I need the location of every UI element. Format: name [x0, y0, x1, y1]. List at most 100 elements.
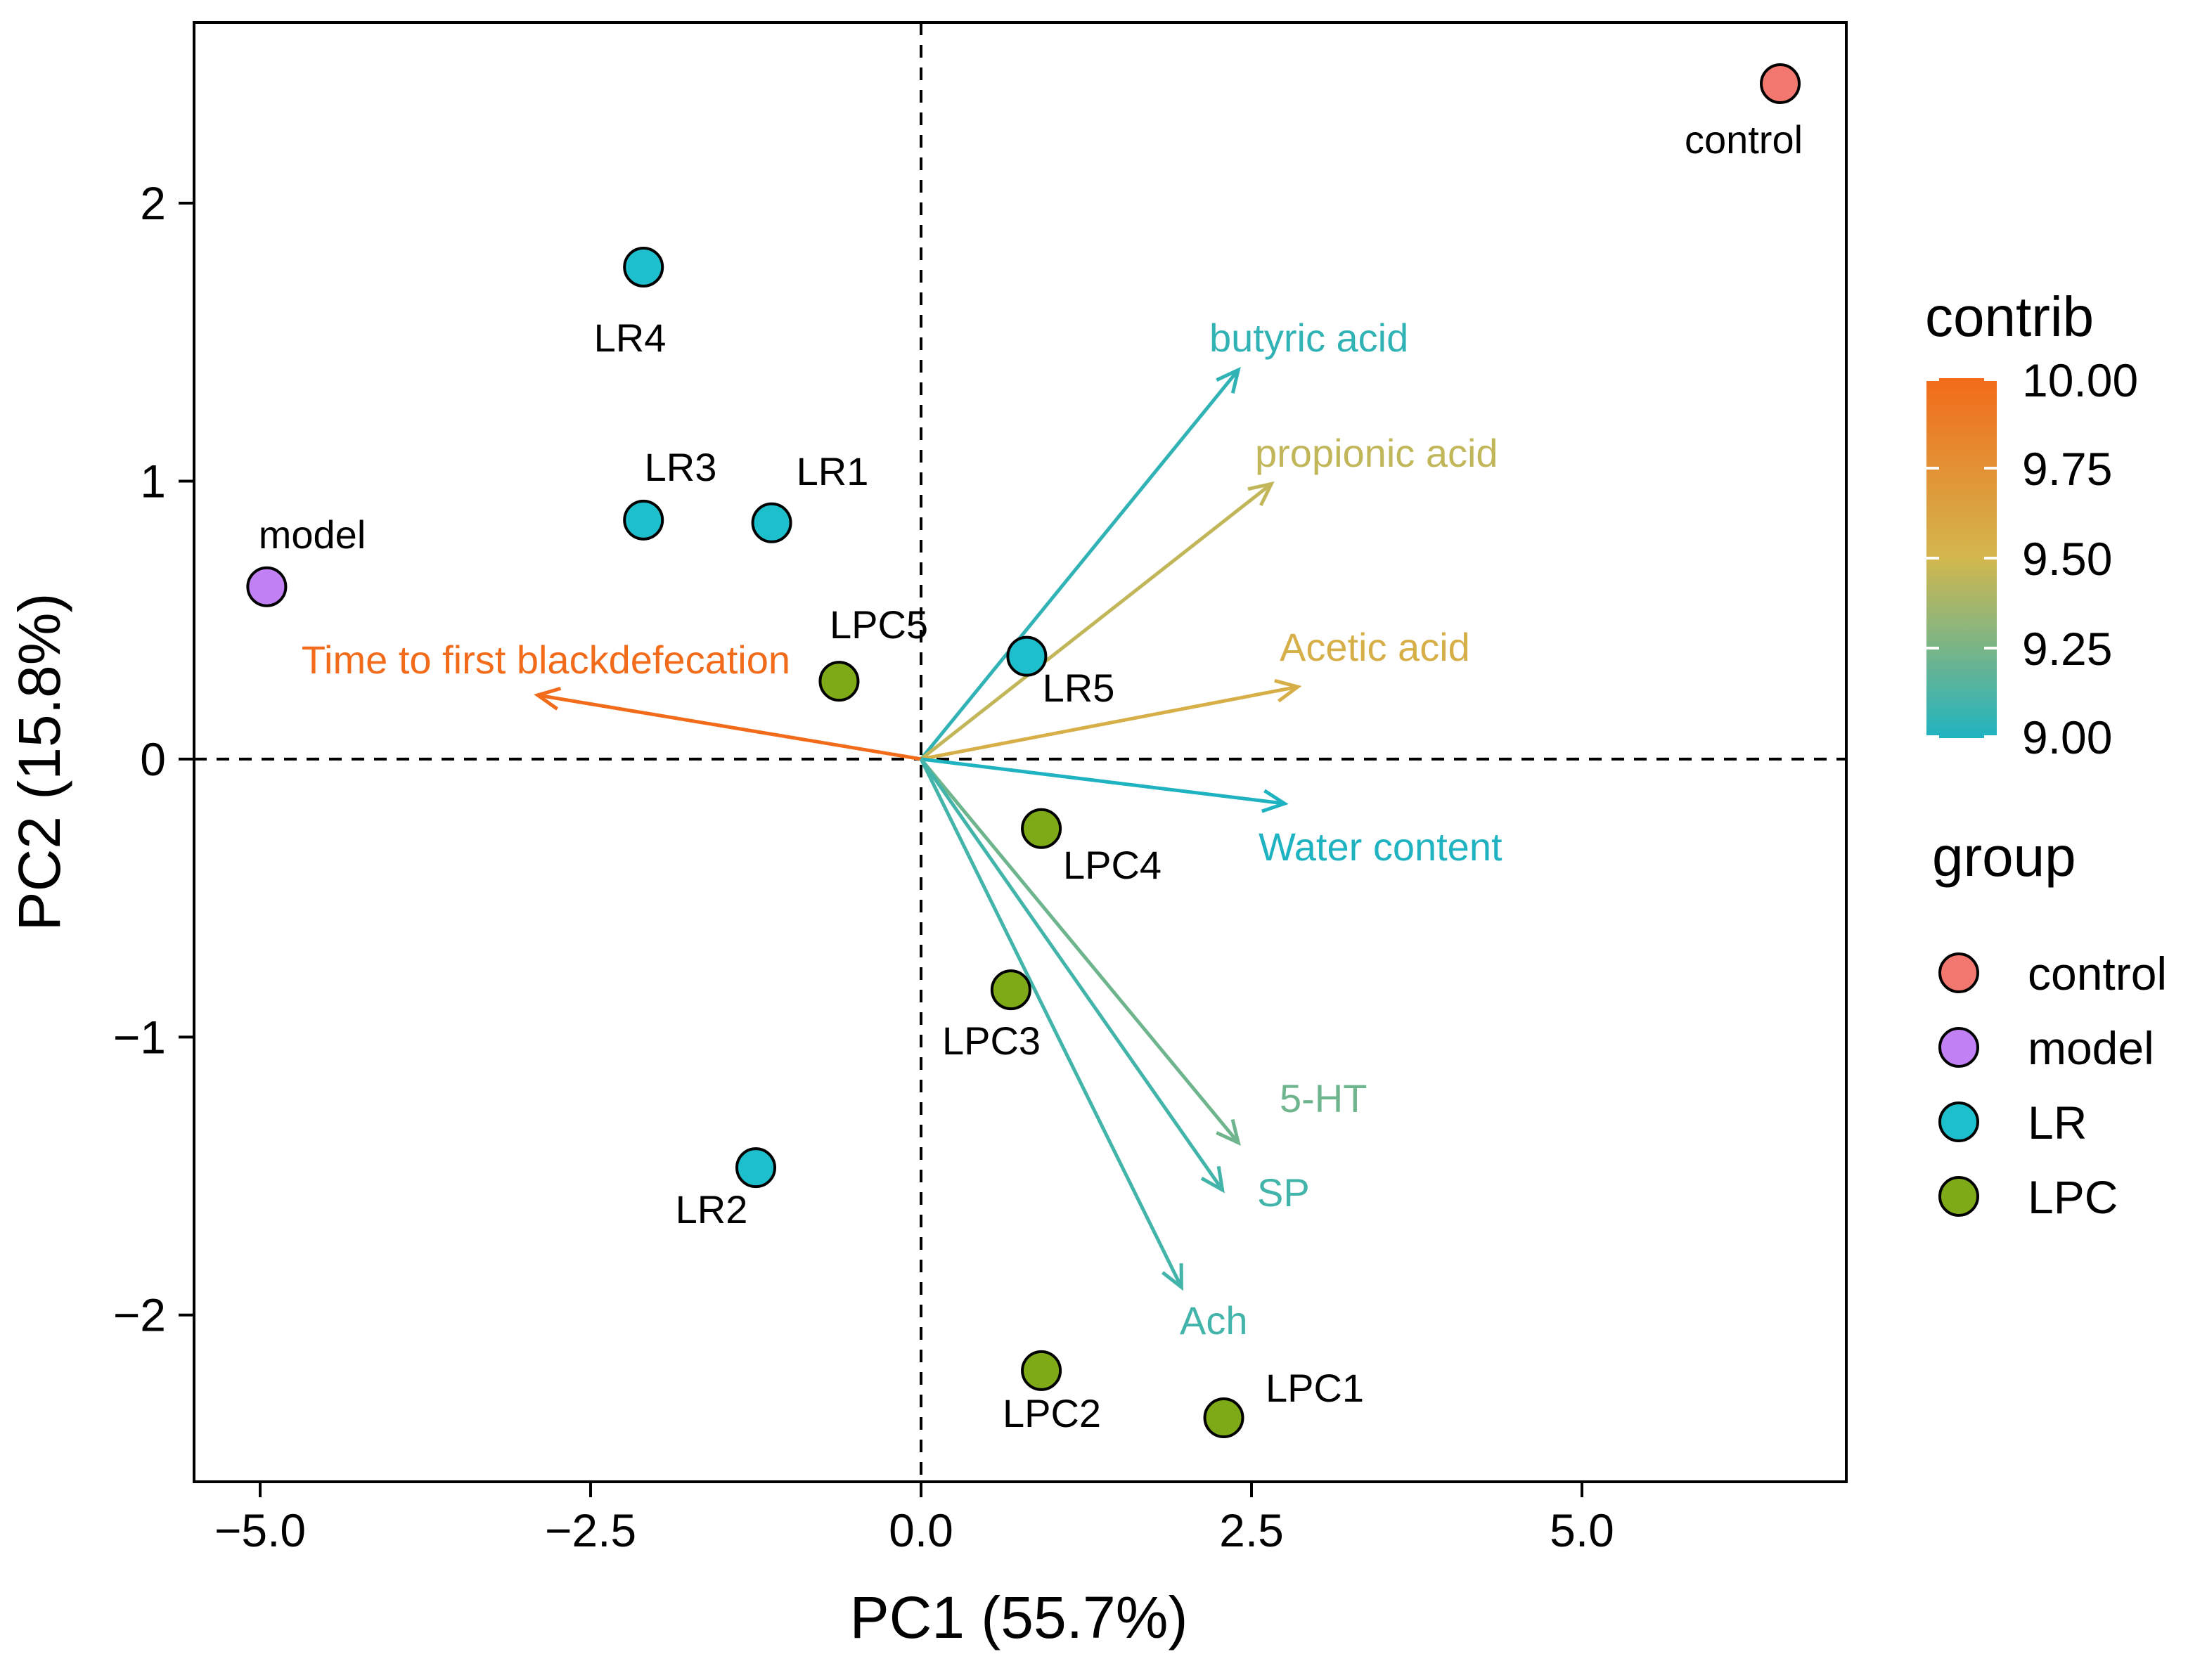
point-label: LPC1: [1266, 1366, 1364, 1410]
x-tick-label: 0.0: [889, 1504, 953, 1556]
plot-area: −5.0 −2.5 0.0 2.5 5.0 −2 −1 0 1 2 butyric acid prop…: [113, 21, 1848, 1556]
x-tick-label: −5.0: [214, 1504, 306, 1556]
x-tick-label: 5.0: [1550, 1504, 1614, 1556]
group-legend-label: LR: [2028, 1097, 2087, 1149]
arrow-shaft: [920, 758, 1240, 1144]
plot-border: [193, 21, 1848, 1483]
arrow-head: [1216, 366, 1241, 394]
y-tick-label: −1: [113, 1011, 166, 1063]
contrib-tick-label: 9.25: [2022, 623, 2112, 675]
variable-arrow: 5-HT: [920, 758, 1367, 1146]
group-legend-marker: [1938, 1101, 1979, 1142]
y-axis-title: PC2 (15.8%): [6, 593, 72, 931]
point-marker: [1006, 635, 1048, 677]
variable-arrow: Acetic acid: [920, 625, 1470, 761]
contrib-legend: contrib 10.00 9.75 9.50 9.25 9.00: [1925, 285, 2138, 763]
group-legend-marker: [1938, 1027, 1979, 1068]
group-legend-title: group: [1932, 825, 2076, 888]
arrow-shaft: [920, 757, 1285, 806]
point-marker: [623, 246, 664, 287]
x-axis-title: PC1 (55.7%): [850, 1584, 1188, 1650]
data-point: LPC5: [818, 602, 928, 702]
variable-arrow: butyric acid: [920, 316, 1408, 761]
arrow-shaft: [920, 685, 1299, 761]
data-point: model: [246, 512, 366, 607]
data-point: control: [1685, 63, 1803, 162]
y-tick-label: 0: [140, 733, 166, 785]
data-point: LR1: [751, 449, 868, 543]
variable-label: Acetic acid: [1280, 625, 1470, 669]
group-legend-items: control model LR LPC: [1938, 948, 2167, 1223]
variable-label: butyric acid: [1209, 316, 1408, 360]
contrib-tick-label: 9.00: [2022, 711, 2112, 763]
data-point: LR4: [594, 246, 666, 360]
y-tick-label: −2: [113, 1289, 166, 1341]
arrow-shaft: [920, 368, 1240, 761]
arrow-head: [1274, 678, 1302, 703]
point-label: LR5: [1043, 666, 1115, 710]
point-label: LR2: [676, 1187, 748, 1232]
group-legend-marker: [1938, 952, 1979, 993]
point-marker: [818, 661, 860, 702]
group-legend-marker: [1938, 1176, 1979, 1217]
variable-label: propionic acid: [1255, 431, 1498, 475]
point-marker: [990, 969, 1031, 1011]
variable-arrow: SP: [919, 758, 1310, 1215]
x-tick-label: 2.5: [1219, 1504, 1284, 1556]
arrow-shaft: [919, 758, 1224, 1191]
group-legend: group control model LR LPC: [1932, 825, 2167, 1223]
arrow-head: [1247, 481, 1275, 507]
x-tick-label: −2.5: [545, 1504, 636, 1556]
point-marker: [1021, 808, 1062, 849]
arrow-shaft: [919, 758, 1183, 1288]
y-tick-label: 2: [140, 177, 166, 229]
variable-arrow: Ach: [919, 758, 1248, 1343]
arrow-head: [1261, 789, 1289, 813]
arrow-head: [1200, 1165, 1225, 1194]
variable-label: SP: [1257, 1170, 1310, 1215]
point-label: model: [259, 512, 366, 557]
variable-arrow: Time to first blackdefecation: [302, 638, 922, 761]
group-legend-label: control: [2028, 948, 2167, 1000]
point-marker: [1021, 1350, 1062, 1391]
group-legend-item: model: [1938, 1022, 2154, 1074]
contrib-tick-label: 9.75: [2022, 443, 2112, 495]
group-legend-item: LPC: [1938, 1171, 2118, 1223]
contrib-ticks: 10.00 9.75 9.50 9.25 9.00: [1926, 354, 2138, 763]
point-marker: [735, 1147, 776, 1189]
point-marker: [751, 502, 792, 543]
variable-label: Water content: [1259, 825, 1503, 869]
point-label: control: [1685, 117, 1803, 162]
variable-label: 5-HT: [1280, 1076, 1367, 1120]
data-point: LR3: [623, 445, 717, 541]
group-legend-item: LR: [1938, 1097, 2087, 1149]
group-legend-item: control: [1938, 948, 2167, 1000]
arrow-head: [534, 686, 562, 711]
contrib-tick-label: 9.50: [2022, 533, 2112, 585]
variable-arrow: Water content: [920, 757, 1503, 869]
contrib-legend-title: contrib: [1925, 285, 2094, 348]
data-point: LPC3: [942, 969, 1041, 1063]
arrow-shaft: [920, 482, 1273, 761]
arrow-head: [1216, 1118, 1241, 1146]
data-point: LR5: [1006, 635, 1115, 710]
group-legend-label: LPC: [2028, 1171, 2118, 1223]
group-legend-label: model: [2028, 1022, 2154, 1074]
point-label: LPC2: [1003, 1391, 1101, 1435]
variable-label: Ach: [1180, 1298, 1248, 1343]
point-marker: [1203, 1397, 1244, 1439]
point-marker: [246, 566, 288, 607]
data-point: LR2: [676, 1147, 776, 1232]
point-marker: [1760, 63, 1801, 104]
variable-arrow: propionic acid: [920, 431, 1498, 761]
variable-label: Time to first blackdefecation: [302, 638, 790, 682]
point-marker: [623, 499, 664, 541]
point-label: LPC3: [942, 1019, 1041, 1063]
data-point: LPC2: [1003, 1350, 1101, 1435]
y-tick-label: 1: [140, 455, 166, 507]
contrib-tick-label: 10.00: [2022, 354, 2138, 406]
point-label: LR3: [645, 445, 717, 489]
arrow-head: [1162, 1263, 1183, 1291]
data-point: LPC4: [1021, 808, 1162, 887]
